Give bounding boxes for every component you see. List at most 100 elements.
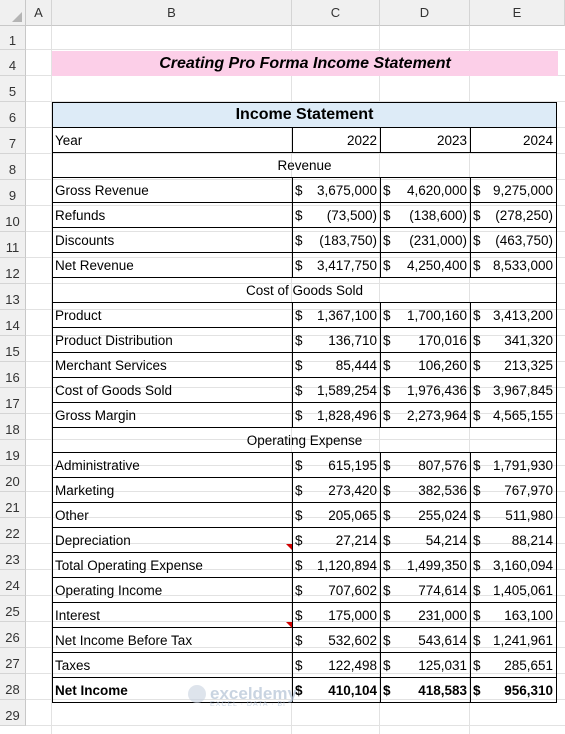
line-item-value[interactable]: $1,405,061 [470, 577, 557, 603]
row-header[interactable]: 22 [0, 518, 26, 544]
amount: 1,828,496 [316, 407, 377, 423]
row-header[interactable]: 11 [0, 232, 26, 258]
line-item-value[interactable]: $106,260 [380, 352, 471, 378]
line-item-value[interactable]: $3,160,094 [470, 552, 557, 578]
amount: 1,241,961 [492, 632, 553, 648]
line-item-value[interactable]: $1,828,496 [292, 402, 381, 428]
line-item-value[interactable]: $ (138,600) [380, 202, 471, 228]
line-item-value[interactable]: $3,413,200 [470, 302, 557, 328]
line-item-value[interactable]: $ (231,000) [380, 227, 471, 253]
row-header[interactable]: 20 [0, 466, 26, 492]
line-item-value[interactable]: $175,000 [292, 602, 381, 628]
line-item-value[interactable]: $3,417,750 [292, 252, 381, 278]
row-header[interactable]: 13 [0, 284, 26, 310]
line-item-value[interactable]: $255,024 [380, 502, 471, 528]
line-item-value[interactable]: $ (73,500) [292, 202, 381, 228]
column-header-c[interactable]: C [292, 0, 380, 26]
line-item-value[interactable]: $1,241,961 [470, 627, 557, 653]
line-item-value[interactable]: $511,980 [470, 502, 557, 528]
line-item-value[interactable]: $ (278,250) [470, 202, 557, 228]
column-header-b[interactable]: B [52, 0, 292, 26]
comment-indicator[interactable] [286, 544, 292, 550]
line-item-value[interactable]: $85,444 [292, 352, 381, 378]
column-header-d[interactable]: D [380, 0, 470, 26]
row-header[interactable]: 12 [0, 258, 26, 284]
comment-indicator[interactable] [286, 622, 292, 628]
currency-symbol: $ [295, 357, 303, 373]
row-header[interactable]: 27 [0, 648, 26, 674]
line-item-value[interactable]: $125,031 [380, 652, 471, 678]
amount: 511,980 [505, 507, 553, 523]
line-item-value[interactable]: $231,000 [380, 602, 471, 628]
line-item-value[interactable]: $543,614 [380, 627, 471, 653]
row-header[interactable]: 15 [0, 336, 26, 362]
line-item-value[interactable]: $205,065 [292, 502, 381, 528]
line-item-value[interactable]: $163,100 [470, 602, 557, 628]
row-header[interactable]: 26 [0, 622, 26, 648]
row-header[interactable]: 25 [0, 596, 26, 622]
row-header[interactable]: 21 [0, 492, 26, 518]
row-header[interactable]: 19 [0, 440, 26, 466]
line-item-value[interactable]: $54,214 [380, 527, 471, 553]
line-item-value[interactable]: $ (463,750) [470, 227, 557, 253]
line-item-value[interactable]: $956,310 [470, 677, 557, 703]
line-item-value[interactable]: $4,565,155 [470, 402, 557, 428]
line-item-value[interactable]: $3,967,845 [470, 377, 557, 403]
line-item-value[interactable]: $774,614 [380, 577, 471, 603]
line-item-label: Gross Margin [52, 402, 293, 428]
row-header[interactable]: 14 [0, 310, 26, 336]
row-header[interactable]: 29 [0, 700, 26, 726]
line-item-value[interactable]: $1,791,930 [470, 452, 557, 478]
line-item-value[interactable]: $615,195 [292, 452, 381, 478]
line-item-value[interactable]: $170,016 [380, 327, 471, 353]
row-header[interactable]: 23 [0, 544, 26, 570]
line-item-value[interactable]: $1,367,100 [292, 302, 381, 328]
line-item-value[interactable]: $1,976,436 [380, 377, 471, 403]
row-header[interactable]: 10 [0, 206, 26, 232]
line-item-value[interactable]: $410,104 [292, 677, 381, 703]
line-item-value[interactable]: $27,214 [292, 527, 381, 553]
line-item-value[interactable]: $341,320 [470, 327, 557, 353]
row-header[interactable]: 16 [0, 362, 26, 388]
line-item-value[interactable]: $ (183,750) [292, 227, 381, 253]
line-item-value[interactable]: $807,576 [380, 452, 471, 478]
line-item-value[interactable]: $136,710 [292, 327, 381, 353]
line-item-value[interactable]: $1,589,254 [292, 377, 381, 403]
line-item-value[interactable]: $88,214 [470, 527, 557, 553]
line-item-value[interactable]: $707,602 [292, 577, 381, 603]
row-header[interactable]: 17 [0, 388, 26, 414]
row-header[interactable]: 9 [0, 180, 26, 206]
row-header[interactable]: 8 [0, 154, 26, 180]
line-item-value[interactable]: $3,675,000 [292, 177, 381, 203]
row-header[interactable]: 28 [0, 674, 26, 700]
line-item-value[interactable]: $285,651 [470, 652, 557, 678]
line-item-value[interactable]: $9,275,000 [470, 177, 557, 203]
column-header-a[interactable]: A [26, 0, 52, 26]
line-item-value[interactable]: $418,583 [380, 677, 471, 703]
line-item-value[interactable]: $8,533,000 [470, 252, 557, 278]
select-all-corner[interactable] [0, 0, 26, 26]
column-header-e[interactable]: E [470, 0, 565, 26]
row-header[interactable]: 4 [0, 50, 26, 76]
line-item-value[interactable]: $122,498 [292, 652, 381, 678]
row-header[interactable]: 24 [0, 570, 26, 596]
line-item-value[interactable]: $1,700,160 [380, 302, 471, 328]
amount: 1,700,160 [406, 307, 467, 323]
line-item-value[interactable]: $382,536 [380, 477, 471, 503]
row-header[interactable]: 7 [0, 128, 26, 154]
row-header[interactable]: 5 [0, 76, 26, 102]
line-item-value[interactable]: $4,620,000 [380, 177, 471, 203]
line-item-value[interactable]: $1,120,894 [292, 552, 381, 578]
row-header[interactable]: 6 [0, 102, 26, 128]
line-item-value[interactable]: $1,499,350 [380, 552, 471, 578]
amount: 774,614 [418, 582, 467, 598]
line-item-value[interactable]: $532,602 [292, 627, 381, 653]
line-item-value[interactable]: $2,273,964 [380, 402, 471, 428]
income-statement-table: Income Statement Year 2022 2023 2024 Rev… [52, 102, 557, 703]
row-header[interactable]: 18 [0, 414, 26, 440]
row-header[interactable]: 1 [0, 26, 26, 50]
line-item-value[interactable]: $273,420 [292, 477, 381, 503]
line-item-value[interactable]: $767,970 [470, 477, 557, 503]
line-item-value[interactable]: $4,250,400 [380, 252, 471, 278]
line-item-value[interactable]: $213,325 [470, 352, 557, 378]
